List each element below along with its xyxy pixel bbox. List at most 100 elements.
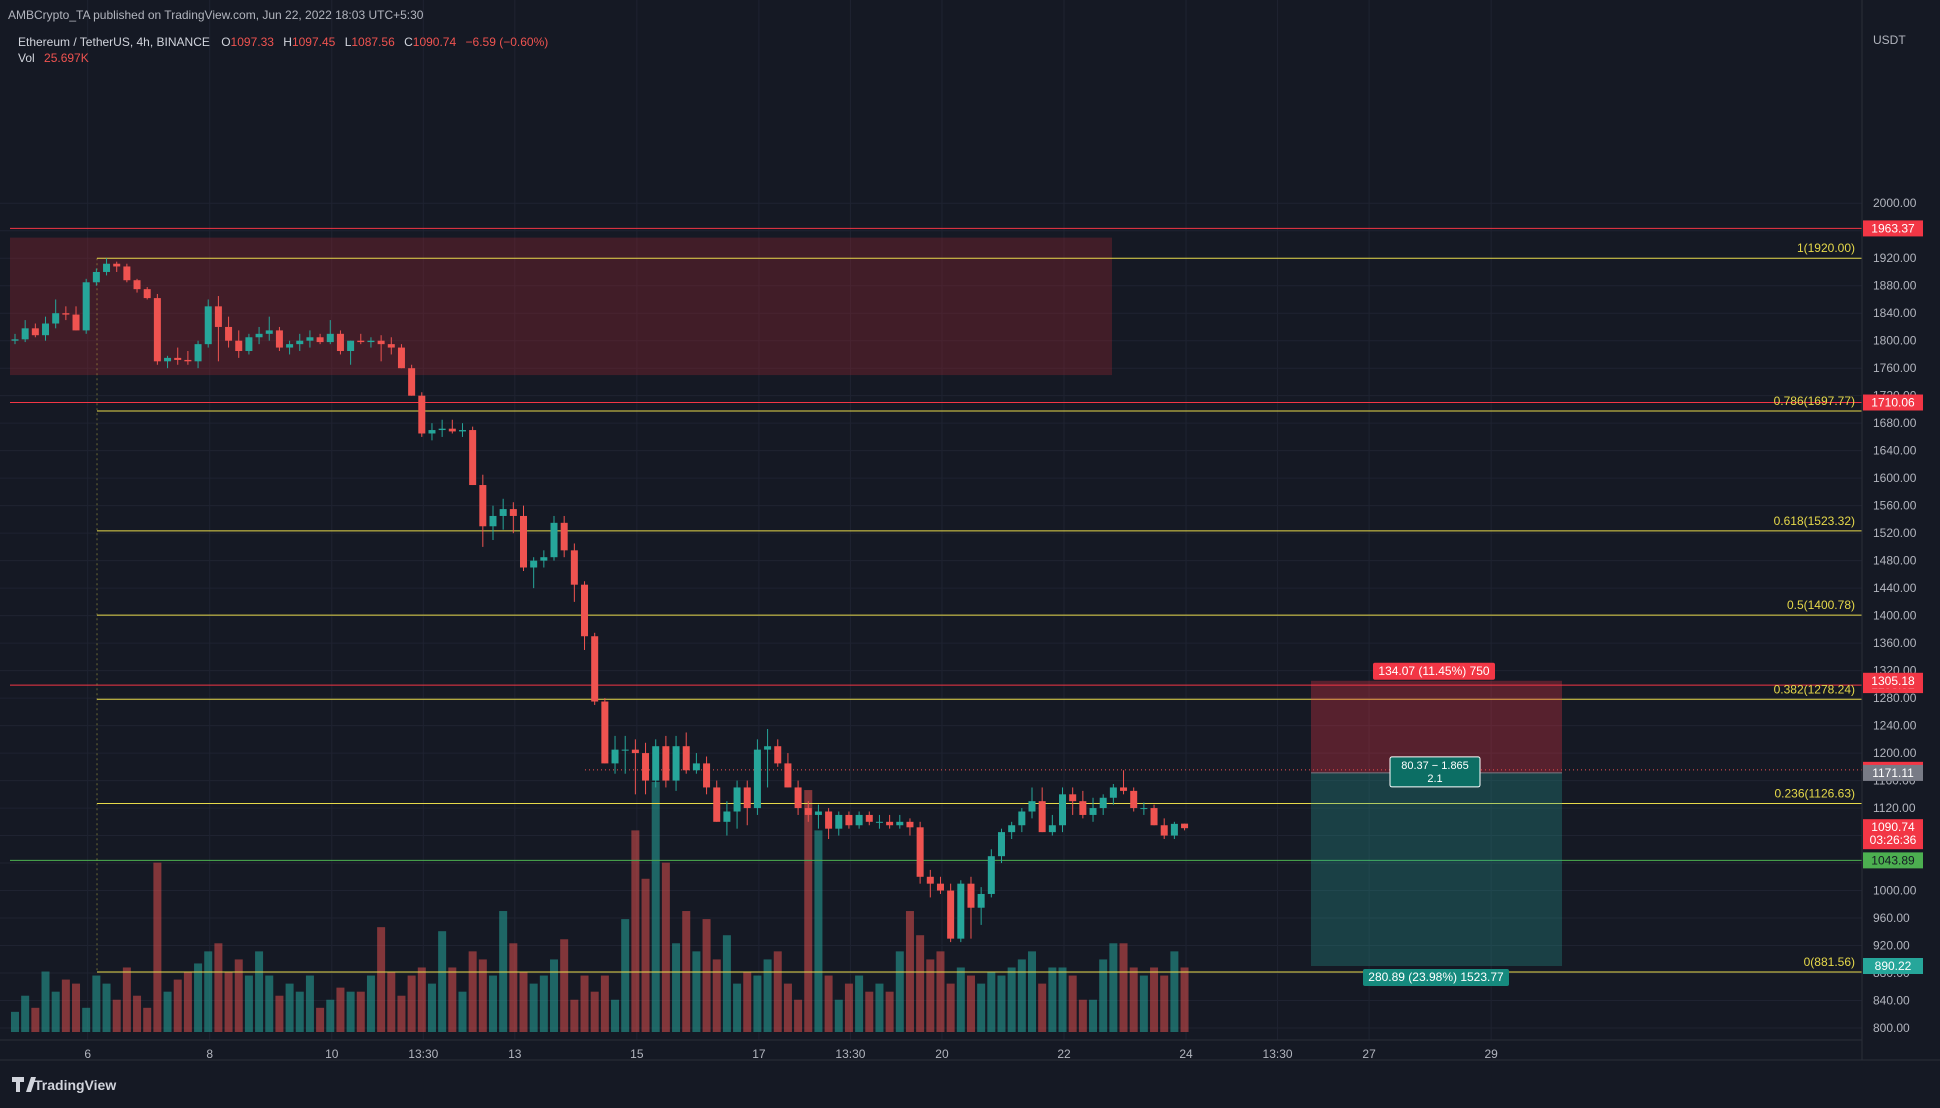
candle-body xyxy=(855,814,863,826)
time-tick-label: 10 xyxy=(325,1047,339,1061)
volume-bar xyxy=(295,991,304,1032)
price-tick-label: 2000.00 xyxy=(1873,196,1917,210)
candle-body xyxy=(469,430,477,486)
candle-body xyxy=(103,263,111,272)
price-tag xyxy=(1863,957,1923,974)
volume-bar xyxy=(743,971,752,1032)
volume-bar xyxy=(112,999,121,1032)
candle-body xyxy=(387,344,395,348)
svg-text:Vol 25.697K: Vol 25.697K xyxy=(18,51,89,65)
candle-body xyxy=(530,560,538,568)
symbol-legend[interactable]: Ethereum / TetherUS, 4h, BINANCE O1097.3… xyxy=(18,35,548,65)
candle-body xyxy=(642,753,650,781)
tradingview-logo-icon xyxy=(12,1077,36,1092)
price-tick-label: 1600.00 xyxy=(1873,471,1917,485)
candle-body xyxy=(631,749,639,754)
volume-bar xyxy=(1139,975,1148,1032)
volume-bar xyxy=(1170,951,1179,1032)
volume-bar xyxy=(763,959,772,1032)
candle-body xyxy=(225,326,233,341)
candle-body xyxy=(357,340,365,343)
candle-body xyxy=(936,883,944,891)
candle-body xyxy=(581,584,589,637)
volume-bar xyxy=(997,975,1006,1032)
candle-body xyxy=(906,821,914,828)
rr-label-line1: 80.37 − 1.865 xyxy=(1401,760,1469,772)
volume-bar xyxy=(224,971,233,1032)
price-tick-label: 1760.00 xyxy=(1873,361,1917,375)
candle-body xyxy=(1099,797,1107,809)
ohlc-close: 1090.74 xyxy=(413,35,457,49)
volume-bar xyxy=(234,959,243,1032)
candle-body xyxy=(123,266,131,281)
price-tick-label: 1800.00 xyxy=(1873,334,1917,348)
candle-body xyxy=(428,430,436,434)
volume-bar xyxy=(661,862,670,1032)
volume-bar xyxy=(1150,967,1159,1032)
stop-label: 134.07 (11.45%) 750 xyxy=(1378,664,1490,678)
candle-body xyxy=(733,787,741,812)
volume-bar xyxy=(834,999,843,1032)
volume-bar xyxy=(478,959,487,1032)
volume-bar xyxy=(885,991,894,1032)
candle-body xyxy=(896,821,904,826)
volume-bar xyxy=(926,959,935,1032)
price-tick-label: 1400.00 xyxy=(1873,609,1917,623)
tradingview-logo[interactable]: TradingView xyxy=(12,1077,116,1093)
candle-body xyxy=(682,746,690,771)
candle-body xyxy=(397,347,405,369)
volume-bar xyxy=(936,951,945,1032)
time-tick-label: 24 xyxy=(1179,1047,1193,1061)
volume-bar xyxy=(41,971,50,1032)
candle-body xyxy=(835,814,843,829)
svg-text:Ethereum / TetherUS, 4h, BINAN: Ethereum / TetherUS, 4h, BINANCE O1097.3… xyxy=(18,35,548,49)
candle-body xyxy=(509,509,517,516)
price-tick-label: 920.00 xyxy=(1873,939,1910,953)
volume-bar xyxy=(265,975,274,1032)
volume-bar xyxy=(1089,999,1098,1032)
candle-body xyxy=(753,749,761,809)
candle-body xyxy=(784,763,792,788)
candle-body xyxy=(570,550,578,585)
candle-body xyxy=(825,811,833,829)
candle-body xyxy=(326,333,334,343)
volume-bar xyxy=(1058,967,1067,1032)
candle-body xyxy=(804,808,812,815)
candle-body xyxy=(286,344,294,348)
candle-body xyxy=(499,509,507,516)
candle-body xyxy=(774,746,782,764)
volume-bar xyxy=(875,983,884,1032)
price-axis-panel[interactable] xyxy=(1862,0,1940,1060)
volume-bar xyxy=(794,999,803,1032)
candle-body xyxy=(1018,811,1026,826)
volume-bar xyxy=(529,983,538,1032)
footer-bar xyxy=(0,1060,1940,1103)
volume-bar xyxy=(377,927,386,1032)
time-tick-label: 6 xyxy=(84,1047,91,1061)
volume-bar xyxy=(550,959,559,1032)
candle-body xyxy=(1089,808,1097,815)
fib-label: 1(1920.00) xyxy=(1797,241,1855,255)
volume-bar xyxy=(438,931,447,1032)
time-tick-label: 29 xyxy=(1484,1047,1498,1061)
volume-bar xyxy=(773,951,782,1032)
candle-body xyxy=(72,314,80,331)
level-tag xyxy=(1863,220,1923,237)
volume-bar xyxy=(590,991,599,1032)
fibonacci-levels: 1(1920.00) 0.786(1697.77) 0.618(1523.32) 0.… xyxy=(96,241,1862,973)
volume-bar xyxy=(1099,959,1108,1032)
candle-body xyxy=(92,271,100,283)
rr-label-box xyxy=(1389,756,1481,788)
volume-bar xyxy=(631,830,640,1032)
volume-value: 25.697K xyxy=(44,51,89,65)
grid-lines xyxy=(0,0,1862,1040)
candle-body xyxy=(845,814,853,826)
price-tick-label: 1360.00 xyxy=(1873,636,1917,650)
volume-bar xyxy=(1038,983,1047,1032)
volume-bar xyxy=(204,951,213,1032)
volume-bar xyxy=(804,790,813,1032)
price-tag-label: 1171.11 xyxy=(1872,766,1914,780)
